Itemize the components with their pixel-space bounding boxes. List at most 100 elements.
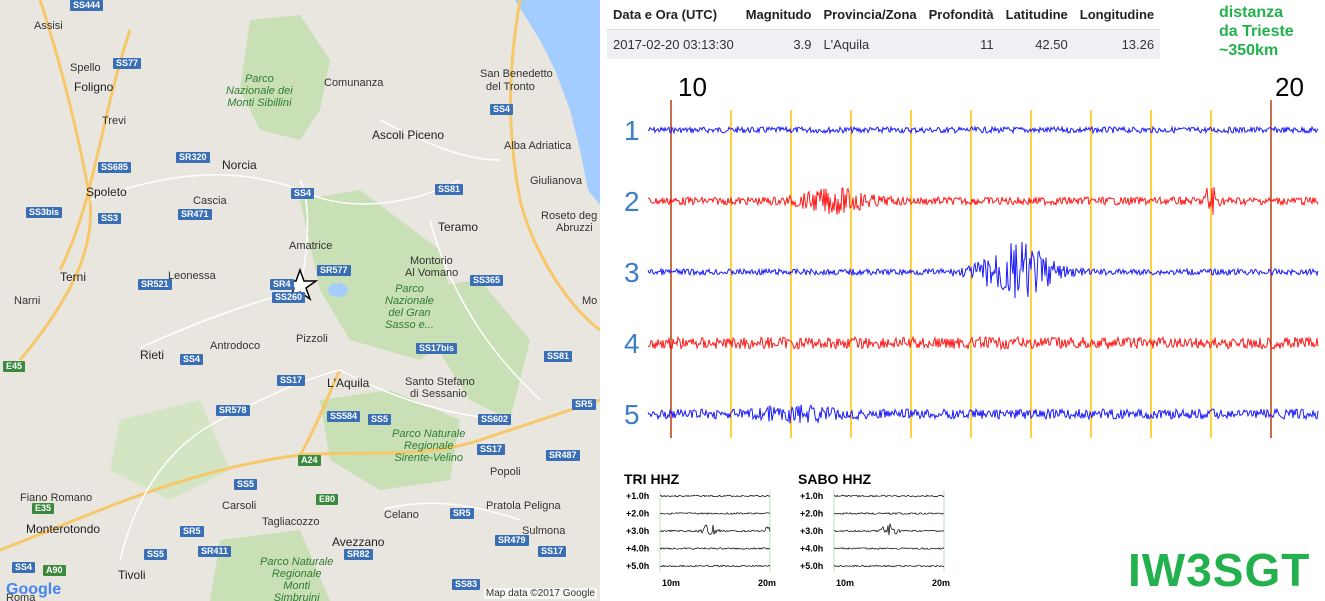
- table-header-row: Data e Ora (UTC) Magnitudo Provincia/Zon…: [607, 3, 1160, 30]
- trace-5: [647, 404, 1319, 425]
- road-shield: SS685: [98, 162, 132, 173]
- town-label: Celano: [384, 509, 419, 521]
- road-shield: SS584: [327, 411, 361, 422]
- road-shield: SS5: [144, 549, 168, 560]
- road-shield: A90: [43, 565, 66, 576]
- helicorder-xlabel: 20m: [932, 578, 950, 588]
- road-shield: SS4: [180, 354, 204, 365]
- park-label: Parco Nazionale dei Monti Sibillini: [226, 73, 293, 109]
- table-row[interactable]: 2017-02-20 03:13:30 3.9 L'Aquila 11 42.5…: [607, 29, 1161, 59]
- trace-label: 2: [624, 186, 640, 217]
- helicorder-trace: [833, 494, 945, 498]
- road-shield: E80: [316, 494, 339, 505]
- trace-label: 4: [624, 328, 640, 359]
- helicorder-trace: [833, 512, 944, 515]
- road-shield: E35: [32, 503, 55, 514]
- town-label: Spello: [70, 62, 101, 74]
- town-label: Abruzzi: [556, 222, 593, 234]
- trace-label: 3: [624, 257, 640, 288]
- cell-latitude: 42.50: [999, 29, 1074, 59]
- road-shield: SS83: [452, 579, 481, 590]
- distance-line-3: ~350km: [1219, 42, 1279, 59]
- town-label: Narni: [14, 295, 41, 307]
- callsign: IW3SGT: [1128, 544, 1311, 596]
- seismogram-panel: 10 20 1 2 3 4 5: [624, 72, 1319, 438]
- helicorder-title: SABO HHZ: [798, 471, 872, 487]
- helicorder-row-label: +3.0h: [626, 526, 649, 536]
- helicorder-trace: [659, 512, 771, 515]
- town-label: Fiano Romano: [20, 492, 93, 504]
- helicorder-row-label: +4.0h: [800, 544, 823, 554]
- helicorder-trace: [659, 524, 771, 536]
- town-label: Roseto deg: [541, 210, 598, 222]
- town-label: Sulmona: [522, 525, 566, 537]
- helicorder-row-label: +1.0h: [626, 491, 649, 501]
- road-shield: SS3: [98, 213, 122, 224]
- road-shield: SR487: [546, 450, 580, 461]
- town-label: Roma: [6, 592, 36, 601]
- town-label: Rieti: [140, 348, 165, 362]
- town-label: Tivoli: [118, 568, 146, 582]
- town-label: Assisi: [34, 20, 63, 32]
- helicorder-trace: [659, 547, 771, 550]
- road-shield: SS4: [490, 104, 514, 115]
- road-shield: SS4: [291, 188, 315, 199]
- town-label: Giulianova: [530, 175, 582, 187]
- town-label: Antrodoco: [210, 340, 261, 352]
- park-label-line: Regionale: [271, 568, 322, 580]
- map-background: [0, 0, 600, 601]
- town-label: Teramo: [438, 220, 479, 234]
- park-label-line: Sirente-Velino: [394, 452, 464, 464]
- town-label: L'Aquila: [327, 376, 370, 390]
- map-credit: Map data ©2017 Google: [483, 588, 597, 599]
- town-label: Al Vomano: [405, 267, 459, 279]
- helicorder-title: TRI HHZ: [624, 471, 680, 487]
- distance-line-2: da Trieste: [1219, 23, 1294, 40]
- map-panel[interactable]: Assisi Spello Foligno Trevi Spoleto Norcia Cas…: [0, 0, 600, 601]
- end-label: 20: [1275, 72, 1304, 102]
- town-label: Leonessa: [168, 270, 216, 282]
- trace-2: [647, 186, 1319, 215]
- road-shield: SR82: [344, 549, 373, 560]
- town-label: Spoleto: [86, 185, 127, 199]
- town-label: Santo Stefano: [405, 376, 475, 388]
- town-label: del Tronto: [486, 81, 535, 93]
- town-label: Pizzoli: [296, 333, 328, 345]
- road-shield: SS444: [70, 0, 104, 11]
- town-label: Tagliacozzo: [262, 516, 320, 528]
- trace-1: [647, 125, 1319, 135]
- park-label-line: Simbruini: [273, 592, 320, 601]
- cell-zone: L'Aquila: [817, 29, 923, 59]
- road-shield: SR320: [176, 152, 210, 163]
- park-label-line: Monti: [283, 580, 311, 592]
- earthquake-table: Data e Ora (UTC) Magnitudo Provincia/Zon…: [607, 3, 1161, 59]
- town-label: Cascia: [193, 195, 227, 207]
- helicorder-row-label: +4.0h: [626, 544, 649, 554]
- road-shield: SR471: [178, 209, 212, 220]
- town-label: Ascoli Piceno: [372, 128, 445, 142]
- park-area-majella: [400, 280, 530, 420]
- road-shield: SS5: [234, 479, 258, 490]
- header-datetime: Data e Ora (UTC): [613, 7, 718, 22]
- road-shield: SS3bis: [26, 207, 63, 218]
- town-label: Norcia: [222, 158, 257, 172]
- header-zone: Provincia/Zona: [823, 7, 917, 22]
- cell-depth: 11: [922, 29, 1000, 59]
- trace-3: [647, 241, 1319, 299]
- road-shield: SS81: [435, 184, 464, 195]
- distance-note: distanza da Trieste ~350km: [1219, 3, 1294, 60]
- start-label: 10: [678, 72, 707, 102]
- road-shield: SS17: [277, 375, 306, 386]
- road-shield: SR5: [450, 508, 474, 519]
- town-label: Carsoli: [222, 500, 257, 512]
- road-shield: SS77: [113, 58, 142, 69]
- town-label: Mo: [582, 295, 598, 307]
- header-magnitude: Magnitudo: [745, 7, 812, 22]
- helicorder-trace: [833, 564, 944, 568]
- google-logo: Google: [6, 581, 62, 598]
- helicorder-panels: TRI HHZ +1.0h +2.0h +3.0h +4.0h +5.0h 10m 20m SA…: [624, 471, 950, 588]
- road-shield: SS81: [544, 351, 573, 362]
- helicorder-row-label: +1.0h: [800, 491, 823, 501]
- road-shield: SR4: [270, 279, 294, 290]
- road-shield: SR521: [138, 279, 172, 290]
